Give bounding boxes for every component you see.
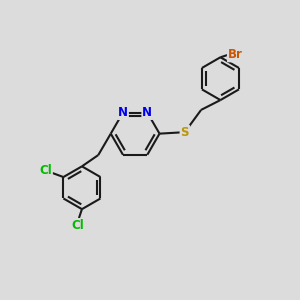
Text: N: N	[118, 106, 128, 119]
Text: Cl: Cl	[71, 219, 84, 232]
Text: N: N	[142, 106, 152, 119]
Text: Cl: Cl	[39, 164, 52, 177]
Text: Br: Br	[228, 48, 243, 62]
Text: S: S	[181, 126, 189, 139]
